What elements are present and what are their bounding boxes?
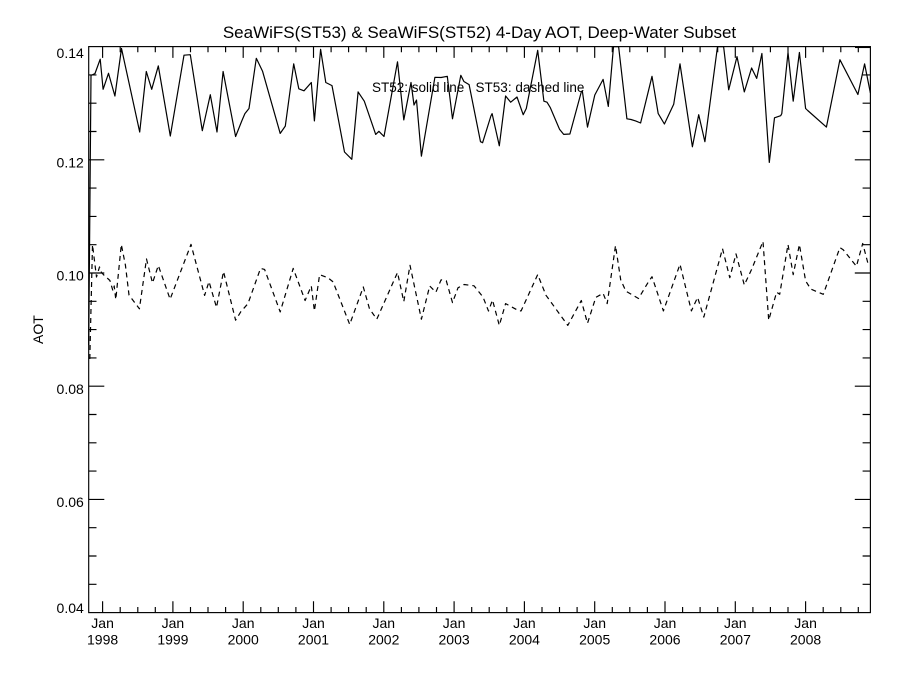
svg-text:0.04: 0.04 (57, 600, 84, 616)
svg-text:0.06: 0.06 (57, 494, 84, 510)
svg-text:ST52: solid line ST53: dashe: ST52: solid line ST53: dashed line (372, 80, 584, 95)
svg-text:0.08: 0.08 (57, 381, 84, 397)
svg-text:2002: 2002 (368, 632, 399, 648)
svg-text:Jan: Jan (232, 615, 255, 631)
svg-text:Jan: Jan (443, 615, 466, 631)
svg-text:2005: 2005 (579, 632, 610, 648)
svg-text:Jan: Jan (162, 615, 185, 631)
svg-text:2001: 2001 (298, 632, 329, 648)
svg-text:0.12: 0.12 (57, 154, 84, 170)
svg-text:Jan: Jan (724, 615, 747, 631)
svg-text:2003: 2003 (439, 632, 470, 648)
svg-text:2004: 2004 (509, 632, 540, 648)
svg-text:SeaWiFS(ST53) & SeaWiFS(ST52): SeaWiFS(ST53) & SeaWiFS(ST52) 4-Day AOT,… (223, 23, 737, 42)
svg-text:Jan: Jan (654, 615, 677, 631)
svg-text:Jan: Jan (513, 615, 536, 631)
svg-text:AOT: AOT (30, 315, 46, 344)
svg-text:2006: 2006 (649, 632, 680, 648)
svg-text:0.10: 0.10 (57, 267, 84, 283)
svg-text:Jan: Jan (302, 615, 325, 631)
svg-text:Jan: Jan (794, 615, 817, 631)
svg-text:Jan: Jan (373, 615, 396, 631)
svg-text:2000: 2000 (228, 632, 259, 648)
svg-text:2008: 2008 (790, 632, 821, 648)
svg-text:1998: 1998 (87, 632, 118, 648)
svg-text:Jan: Jan (91, 615, 114, 631)
svg-text:2007: 2007 (720, 632, 751, 648)
svg-text:1999: 1999 (157, 632, 188, 648)
svg-text:Jan: Jan (583, 615, 606, 631)
svg-text:0.14: 0.14 (57, 45, 84, 61)
